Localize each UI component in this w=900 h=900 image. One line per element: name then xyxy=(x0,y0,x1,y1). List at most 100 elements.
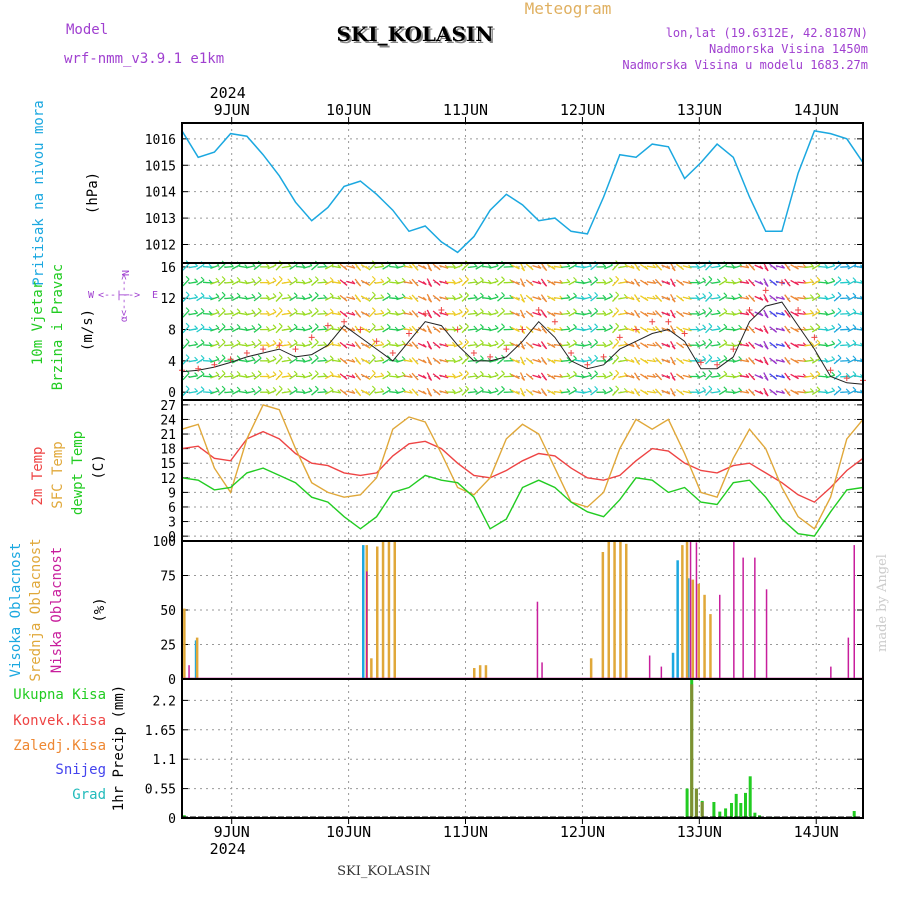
wind-barb xyxy=(331,343,341,347)
wind-gust-marker xyxy=(324,322,331,329)
wind-gust-marker xyxy=(357,326,364,333)
wind-barb xyxy=(389,359,399,362)
wind-barb-head xyxy=(343,328,348,333)
wind-barb xyxy=(847,327,857,333)
wind-barb-head xyxy=(401,309,406,313)
wind-barb xyxy=(682,312,692,316)
wind-barb-head xyxy=(516,328,520,332)
wind-barb-head xyxy=(773,360,777,365)
wind-barb-head xyxy=(409,358,413,363)
x-bottom-day-label: 11JUN xyxy=(443,823,488,841)
wind-barb-head xyxy=(580,311,585,315)
wind-barb-head xyxy=(473,341,478,345)
wind-barb-head xyxy=(738,293,742,298)
wind-barb xyxy=(482,328,492,331)
wind-barb xyxy=(267,311,277,317)
wind-barb-head xyxy=(831,277,836,282)
wind-barb xyxy=(324,295,334,301)
wind-barb xyxy=(646,390,656,394)
wind-barb xyxy=(582,359,592,363)
wind-barb-head xyxy=(301,295,306,299)
wind-barb-head xyxy=(658,266,662,271)
wind-barb-head xyxy=(185,322,190,327)
wind-barb-head xyxy=(824,342,829,347)
wind-barb-head xyxy=(200,308,205,312)
wind-barb xyxy=(618,312,628,316)
wind-barb-head xyxy=(458,371,463,376)
wind-barb-head xyxy=(644,375,649,380)
wind-barb xyxy=(311,341,319,349)
wind-barb-head xyxy=(837,307,842,312)
wind-barb xyxy=(625,343,635,348)
wind-gust-marker xyxy=(308,334,315,341)
wind-barb xyxy=(245,312,255,316)
wind-barb-head xyxy=(644,265,649,270)
wind-barb xyxy=(697,327,706,332)
wind-barb xyxy=(439,327,449,332)
wind-barb xyxy=(281,343,291,347)
wind-barb xyxy=(489,311,499,316)
wind-barb-head xyxy=(680,328,684,333)
wind-barb-head xyxy=(837,276,842,281)
wind-barb-head xyxy=(708,275,713,280)
wind-barb xyxy=(453,389,463,395)
wind-barb xyxy=(453,264,463,270)
wind-barb-head xyxy=(845,372,850,377)
wind-barb-head xyxy=(529,282,534,286)
wind-barb-head xyxy=(386,276,391,281)
wind-barb-head xyxy=(738,371,742,376)
wind-barb xyxy=(231,342,241,348)
wind-barb xyxy=(682,296,692,300)
wind-barb-head xyxy=(487,295,492,300)
wind-barb xyxy=(482,390,492,394)
wind-barb xyxy=(775,327,785,332)
wind-barb-head xyxy=(731,295,735,299)
wind-barb xyxy=(718,263,728,270)
wind-barb-head xyxy=(636,392,640,397)
wind-barb-head xyxy=(824,357,829,362)
wind-barb-head xyxy=(265,341,270,346)
wind-barb-head xyxy=(566,357,571,361)
wind-barb xyxy=(825,327,835,332)
wind-barb-head xyxy=(428,377,432,381)
wind-barb xyxy=(324,373,334,380)
wind-barb-head xyxy=(215,387,220,392)
wind-barb-head xyxy=(329,308,334,313)
cloud-bar xyxy=(695,542,698,679)
wind-barb-head xyxy=(666,312,671,317)
wind-barb-head xyxy=(781,264,785,269)
wind-barb-head xyxy=(587,356,592,361)
wind-barb xyxy=(532,390,542,395)
wind-barb-head xyxy=(751,329,756,334)
wind-barb-head xyxy=(615,275,619,280)
wind-barb-head xyxy=(580,373,585,378)
temperature-ytick-label: 18 xyxy=(160,443,176,458)
wind-barb-head xyxy=(208,279,213,284)
wind-barb xyxy=(324,264,334,270)
wind-barb-head xyxy=(501,370,505,375)
pressure-panel: 1012 1013 1014 1015 1016 xyxy=(145,122,864,264)
cloud-bar xyxy=(697,583,700,679)
wind-barb-head xyxy=(852,355,857,360)
wind-barb-head xyxy=(293,386,298,391)
wind-barb xyxy=(467,390,477,394)
wind-barb-head xyxy=(759,375,764,379)
wind-barb xyxy=(804,312,814,316)
wind-barb-head xyxy=(759,328,764,332)
wind-barb-head xyxy=(287,356,292,361)
precip-legend-label: Grad xyxy=(72,787,106,803)
wind-gust-marker xyxy=(341,318,348,325)
wind-barb-head xyxy=(786,392,791,397)
wind-barb-head xyxy=(845,310,850,314)
wind-barb xyxy=(739,343,750,347)
cloud-bar xyxy=(733,541,735,679)
wind-barb xyxy=(218,279,226,287)
wind-barb-head xyxy=(380,372,385,377)
wind-barb-head xyxy=(551,265,556,270)
wind-barb-head xyxy=(371,323,376,327)
wind-barb xyxy=(196,295,205,302)
wind-barb xyxy=(224,312,234,315)
precip-legend-label: Zaledj.Kisa xyxy=(13,738,106,754)
wind-barb-head xyxy=(293,323,298,328)
wind-barb-head xyxy=(480,370,484,375)
